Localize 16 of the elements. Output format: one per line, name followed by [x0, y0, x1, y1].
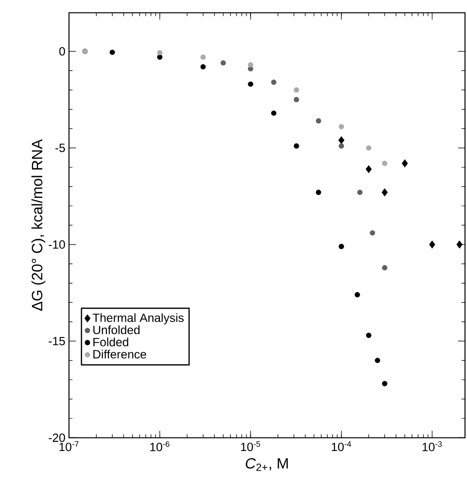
legend-label: Difference [93, 350, 146, 358]
x-axis-title: C$_{2+}$, M [246, 458, 288, 471]
y-tick-label: -15 [48, 336, 65, 346]
y-tick-label: 0 [59, 47, 66, 56]
legend-label: Unfolded [93, 325, 140, 334]
x-tick-label: 10$^{-5}$ [241, 441, 260, 452]
x-tick-label: 10$^{-7}$ [59, 441, 79, 452]
y-tick-label: -20 [48, 433, 66, 442]
legend-label: Thermal Analysis [92, 313, 184, 324]
x-tick-label: 10$^{-3}$ [422, 441, 442, 452]
y-tick-label: -5 [55, 144, 65, 152]
x-tick-label: 10$^{-6}$ [150, 441, 170, 452]
y-axis-title: ΔG (20° C), kcal/mol RNA [31, 139, 46, 311]
legend-label: Folded [93, 338, 128, 346]
x-tick-label: 10$^{-4}$ [332, 441, 352, 452]
y-tick-label: -10 [48, 240, 66, 249]
